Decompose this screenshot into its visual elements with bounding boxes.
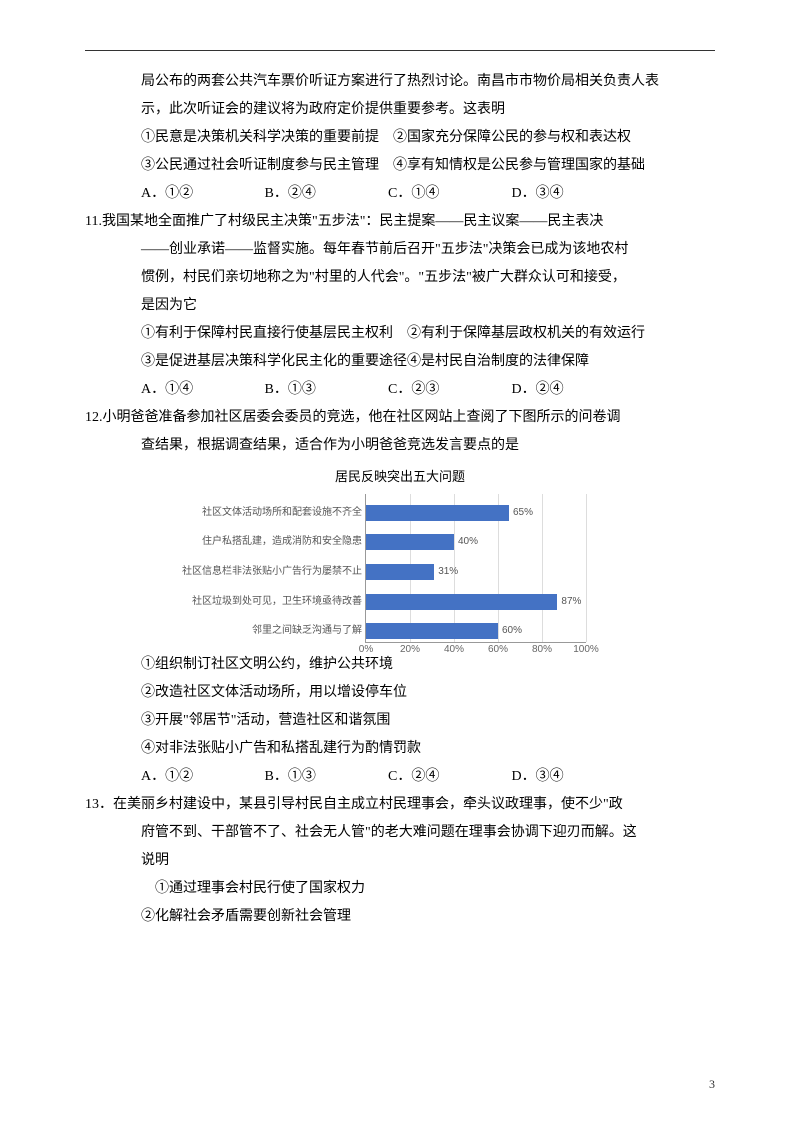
gridline (586, 494, 587, 642)
q13-line2: 府管不到、干部管不了、社会无人管"的老大难问题在理事会协调下迎刃而解。这 (141, 819, 715, 847)
bar (366, 564, 434, 580)
bar-value: 65% (513, 503, 533, 523)
choice-a: A．①② (141, 180, 261, 208)
q11-line4: 是因为它 (141, 292, 715, 320)
q11-line2: ——创业承诺——监督实施。每年春节前后召开"五步法"决策会已成为该地农村 (141, 236, 715, 264)
q12-line2: 查结果，根据调查结果，适合作为小明爸爸竞选发言要点的是 (141, 432, 715, 460)
q13-line1: 13．在美丽乡村建设中，某县引导村民自主成立村民理事会，牵头议政理事，使不少"政 (85, 791, 715, 819)
choice-c: C．②③ (388, 376, 508, 404)
option-line: ③公民通过社会听证制度参与民主管理 ④享有知情权是公民参与管理国家的基础 (141, 152, 715, 180)
x-tick: 20% (400, 640, 420, 660)
choice-b: B．②④ (265, 180, 385, 208)
bar-label: 住户私搭乱建，造成消防和安全隐患 (202, 532, 362, 552)
q13-line3: 说明 (141, 847, 715, 875)
choice-c: C．②④ (388, 763, 508, 791)
text-line: 局公布的两套公共汽车票价听证方案进行了热烈讨论。南昌市市物价局相关负责人表 (141, 68, 715, 96)
bar-value: 60% (502, 621, 522, 641)
q13: 13．在美丽乡村建设中，某县引导村民自主成立村民理事会，牵头议政理事，使不少"政… (85, 791, 715, 931)
bar-value: 87% (561, 592, 581, 612)
option-line: ①民意是决策机关科学决策的重要前提 ②国家充分保障公民的参与权和表达权 (141, 124, 715, 152)
q11-line3: 惯例，村民们亲切地称之为"村里的人代会"。"五步法"被广大群众认可和接受， (141, 264, 715, 292)
page-content: 局公布的两套公共汽车票价听证方案进行了热烈讨论。南昌市市物价局相关负责人表 示，… (0, 0, 800, 961)
q12-opt2: ②改造社区文体活动场所，用以增设停车位 (141, 679, 715, 707)
bar-label: 邻里之间缺乏沟通与了解 (252, 621, 362, 641)
choice-b: B．①③ (265, 763, 385, 791)
q12-choices: A．①② B．①③ C．②④ D．③④ (141, 763, 715, 791)
choice-b: B．①③ (265, 376, 385, 404)
page-number: 3 (709, 1077, 715, 1092)
q11-line1: 11.我国某地全面推广了村级民主决策"五步法"：民主提案——民主议案——民主表决 (85, 208, 715, 236)
x-tick: 100% (573, 640, 599, 660)
x-tick: 40% (444, 640, 464, 660)
q11-choices: A．①④ B．①③ C．②③ D．②④ (141, 376, 715, 404)
top-rule (85, 50, 715, 51)
opt-text: ①通过理事会村民行使了国家权力 (155, 881, 365, 896)
chart-wrap: 0%20%40%60%80%100%社区文体活动场所和配套设施不齐全65%住户私… (215, 494, 585, 643)
choice-d: D．③④ (512, 180, 632, 208)
q13-opt2: ②化解社会矛盾需要创新社会管理 (141, 903, 715, 931)
choice-row: A．①② B．②④ C．①④ D．③④ (141, 180, 715, 208)
q12-opt4: ④对非法张贴小广告和私搭乱建行为酌情罚款 (141, 735, 715, 763)
q11: 11.我国某地全面推广了村级民主决策"五步法"：民主提案——民主议案——民主表决… (85, 208, 715, 404)
bar-label: 社区文体活动场所和配套设施不齐全 (202, 503, 362, 523)
q11-opt2: ③是促进基层决策科学化民主化的重要途径④是村民自治制度的法律保障 (141, 348, 715, 376)
q11-opt1: ①有利于保障村民直接行使基层民主权利 ②有利于保障基层政权机关的有效运行 (141, 320, 715, 348)
bar-label: 社区垃圾到处可见，卫生环境亟待改善 (192, 592, 362, 612)
choice-d: D．③④ (512, 763, 632, 791)
x-tick: 80% (532, 640, 552, 660)
dot-icon (141, 881, 155, 896)
bar (366, 505, 509, 521)
bar-value: 31% (438, 562, 458, 582)
x-tick: 0% (359, 640, 373, 660)
choice-a: A．①④ (141, 376, 261, 404)
choice-a: A．①② (141, 763, 261, 791)
q12-opt1: ①组织制订社区文明公约，维护公共环境 (141, 651, 715, 679)
chart-title: 居民反映突出五大问题 (85, 464, 715, 490)
x-tick: 60% (488, 640, 508, 660)
q12: 12.小明爸爸准备参加社区居委会委员的竞选，他在社区网站上查阅了下图所示的问卷调… (85, 404, 715, 791)
q13-opt1: ①通过理事会村民行使了国家权力 (141, 875, 715, 903)
bar (366, 534, 454, 550)
bar-value: 40% (458, 532, 478, 552)
bar-label: 社区信息栏非法张贴小广告行为屡禁不止 (182, 562, 362, 582)
bar (366, 594, 557, 610)
choice-c: C．①④ (388, 180, 508, 208)
text-line: 示，此次听证会的建议将为政府定价提供重要参考。这表明 (141, 96, 715, 124)
gridline (542, 494, 543, 642)
choice-d: D．②④ (512, 376, 632, 404)
q12-line1: 12.小明爸爸准备参加社区居委会委员的竞选，他在社区网站上查阅了下图所示的问卷调 (85, 404, 715, 432)
q12-opt3: ③开展"邻居节"活动，营造社区和谐氛围 (141, 707, 715, 735)
bar (366, 623, 498, 639)
q10-continuation: 局公布的两套公共汽车票价听证方案进行了热烈讨论。南昌市市物价局相关负责人表 示，… (141, 68, 715, 208)
bar-chart: 0%20%40%60%80%100%社区文体活动场所和配套设施不齐全65%住户私… (365, 494, 586, 643)
